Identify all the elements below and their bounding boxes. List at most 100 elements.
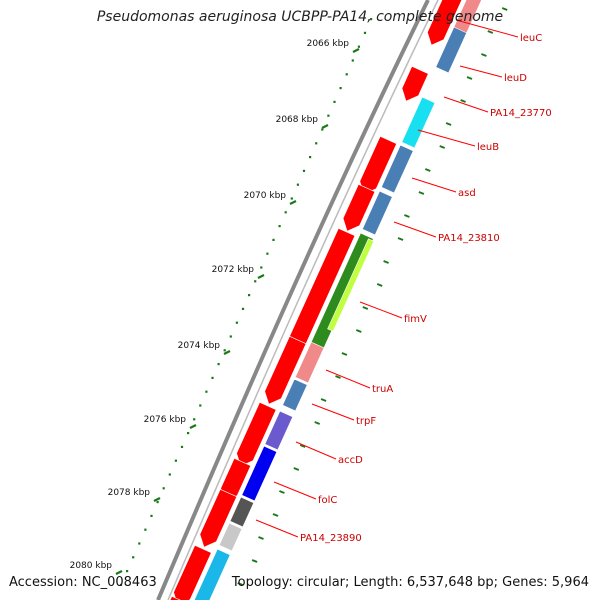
gene-label-leader: [273, 481, 317, 500]
gene-label-leader: [411, 177, 457, 193]
gene-label: trpF: [356, 416, 376, 427]
kbp-major-tick: [257, 274, 265, 279]
track-tick: [362, 306, 369, 310]
scale-dot: [187, 432, 190, 435]
gene-label: asd: [458, 188, 476, 199]
genes-layer: [169, 0, 482, 600]
gene-feature-block: [401, 96, 436, 149]
kbp-major-tick: [321, 124, 329, 129]
kbp-major-tick: [115, 570, 123, 575]
map-title: Pseudomonas aeruginosa UCBPP-PA14, compl…: [96, 9, 504, 25]
gene-label-leader: [255, 519, 299, 538]
track-tick: [439, 145, 446, 149]
scale-dot: [345, 73, 348, 76]
track-tick: [314, 421, 321, 425]
scale-dot: [180, 445, 184, 448]
track-tick: [355, 329, 362, 333]
gene-feature-highlight: [327, 238, 375, 332]
cds-reverse-arrow: [401, 65, 429, 102]
track-tick: [237, 582, 244, 586]
gene-label: leuC: [520, 33, 542, 44]
gene-label: fimV: [404, 314, 427, 325]
scale-dot: [150, 514, 153, 517]
scale-dot: [333, 100, 336, 103]
gene-label-leader: [325, 369, 371, 389]
scale-dot: [144, 528, 147, 531]
scale-dot: [132, 556, 135, 559]
gene-label-leader: [295, 441, 337, 460]
scale-dot: [205, 390, 208, 393]
track-tick: [335, 375, 341, 379]
kbp-major-tick: [189, 424, 197, 429]
topology-stats-text: Topology: circular; Length: 6,537,648 bp…: [231, 575, 589, 590]
gene-label: PA14_23810: [438, 233, 500, 244]
scale-dot: [235, 321, 238, 324]
kbp-label: 2066 kbp: [307, 39, 350, 49]
gene-label: PA14_23890: [300, 533, 362, 544]
scale-dot: [290, 197, 293, 200]
gene-label: leuB: [477, 142, 499, 153]
scale-dot: [223, 349, 226, 352]
gene-feature-block: [193, 548, 231, 600]
kbp-label: 2070 kbp: [244, 191, 287, 201]
scale-dot: [248, 294, 251, 297]
track-tick: [404, 214, 410, 218]
gene-label: PA14_23770: [490, 108, 552, 119]
track-tick: [320, 398, 327, 402]
kbp-label: 2078 kbp: [108, 488, 151, 498]
track-tick: [272, 513, 279, 517]
gene-feature-block: [381, 144, 414, 194]
gene-feature-block: [218, 522, 243, 552]
track-tick: [376, 283, 383, 287]
gene-label-leader: [359, 301, 403, 319]
backbone-inner-arc: [167, 0, 439, 600]
ticks-layer: 2066 kbp 2068 kbp 2070 kbp 2072 kbp 2074 kbp…: [70, 7, 508, 586]
scale-dot: [156, 501, 159, 504]
accession-text: Accession: NC_008463: [9, 575, 157, 590]
gene-feature-block: [362, 190, 393, 236]
gene-label-leader: [393, 221, 437, 238]
kbp-label: 2076 kbp: [144, 415, 187, 425]
scale-dot: [339, 87, 342, 90]
gene-feature-block: [264, 410, 294, 451]
scale-dot: [272, 238, 275, 241]
gene-label: folC: [318, 495, 337, 506]
scale-dot: [126, 570, 129, 573]
gene-feature-block: [229, 496, 255, 528]
track-tick: [383, 260, 389, 264]
scale-dot: [162, 487, 165, 490]
scale-dot: [357, 45, 360, 48]
track-tick: [501, 7, 508, 11]
track-tick: [258, 536, 264, 540]
backbone-layer: [156, 0, 439, 600]
backbone-outer-arc: [156, 0, 430, 600]
gene-label-leader: [455, 19, 519, 38]
scale-dot: [168, 473, 171, 476]
gene-feature-block: [282, 378, 308, 412]
gene-label-leader: [311, 403, 355, 421]
track-tick: [341, 352, 348, 356]
kbp-major-tick: [153, 497, 161, 502]
scale-dot: [174, 459, 177, 462]
scale-dot: [260, 266, 263, 269]
gene-label: accD: [338, 455, 363, 466]
gene-feature-block: [241, 445, 278, 502]
scale-dot: [211, 376, 214, 379]
kbp-major-tick: [289, 200, 297, 205]
track-tick: [418, 191, 425, 195]
kbp-major-tick: [352, 48, 360, 53]
scale-dot: [321, 128, 324, 131]
track-tick: [397, 237, 404, 241]
scale-dot: [193, 418, 196, 421]
track-tick: [460, 99, 466, 103]
scale-dot: [254, 280, 257, 283]
track-tick: [424, 168, 431, 172]
track-tick: [293, 467, 300, 471]
scale-dot: [199, 404, 202, 407]
kbp-label: 2072 kbp: [212, 265, 255, 275]
kbp-label: 2074 kbp: [178, 341, 221, 351]
gene-label: leuD: [504, 73, 527, 84]
scale-dot: [217, 363, 220, 366]
gene-label-leader: [443, 96, 489, 113]
scale-dot: [363, 31, 367, 34]
